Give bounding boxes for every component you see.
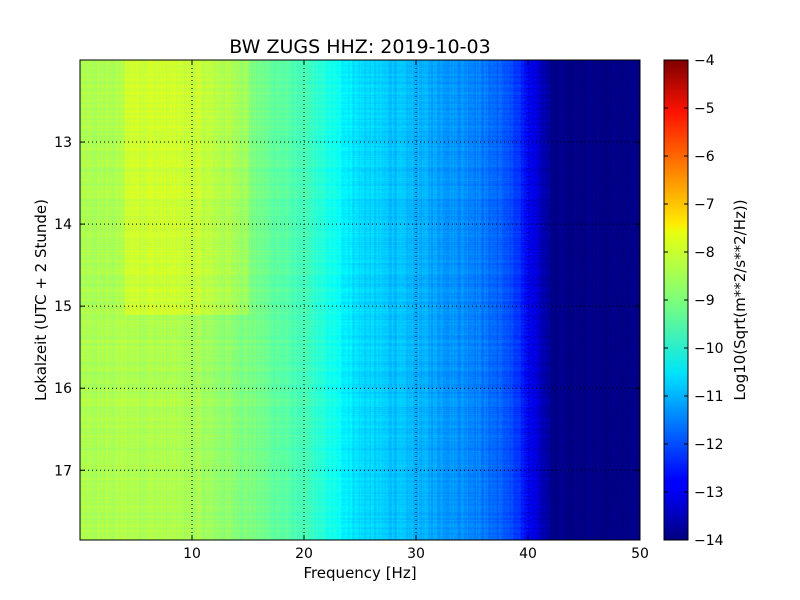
plot-frame bbox=[79, 59, 641, 541]
x-tick-label: 20 bbox=[295, 546, 313, 562]
colorbar-tick-label: −5 bbox=[694, 101, 715, 117]
y-tick-label: 14 bbox=[54, 217, 72, 233]
colorbar-tick-label: −14 bbox=[694, 533, 724, 549]
x-axis: 10 20 30 40 50 bbox=[183, 60, 649, 562]
colorbar-tick-label: −11 bbox=[694, 389, 724, 405]
chart-title: BW ZUGS HHZ: 2019-10-03 bbox=[229, 36, 490, 58]
colorbar-tick-label: −13 bbox=[694, 485, 724, 501]
spectrogram-heatmap bbox=[80, 60, 640, 540]
x-axis-label: Frequency [Hz] bbox=[303, 564, 416, 582]
colorbar-tick-label: −6 bbox=[694, 149, 715, 165]
colorbar-tick-label: −4 bbox=[694, 53, 715, 69]
plot-area bbox=[79, 59, 641, 541]
colorbar-label: Log10(Sqrt(m**2/s**2/Hz)) bbox=[731, 199, 749, 400]
y-axis: 13 14 15 16 17 bbox=[54, 135, 640, 479]
colorbar-tick-label: −7 bbox=[694, 197, 715, 213]
y-tick-label: 17 bbox=[54, 463, 72, 479]
colorbar: −4 −5 −6 −7 −8 −9 −10 −11 −12 −13 −14 Log10(Sqrt(m… bbox=[663, 53, 749, 549]
colorbar-tick-label: −10 bbox=[694, 341, 724, 357]
x-tick-label: 10 bbox=[183, 546, 201, 562]
colorbar-tick-label: −9 bbox=[694, 293, 715, 309]
colorbar-tick-label: −12 bbox=[694, 437, 724, 453]
x-tick-label: 30 bbox=[407, 546, 425, 562]
y-axis-label: Lokalzeit (UTC + 2 Stunde) bbox=[32, 199, 50, 401]
y-tick-label: 15 bbox=[54, 299, 72, 315]
colorbar-ticks: −4 −5 −6 −7 −8 −9 −10 −11 −12 −13 −14 bbox=[664, 53, 724, 549]
grid-lines bbox=[80, 60, 640, 540]
colorbar-tick-label: −8 bbox=[694, 245, 715, 261]
y-tick-label: 13 bbox=[54, 135, 72, 151]
x-tick-label: 50 bbox=[631, 546, 649, 562]
x-tick-label: 40 bbox=[519, 546, 537, 562]
y-tick-label: 16 bbox=[54, 381, 72, 397]
